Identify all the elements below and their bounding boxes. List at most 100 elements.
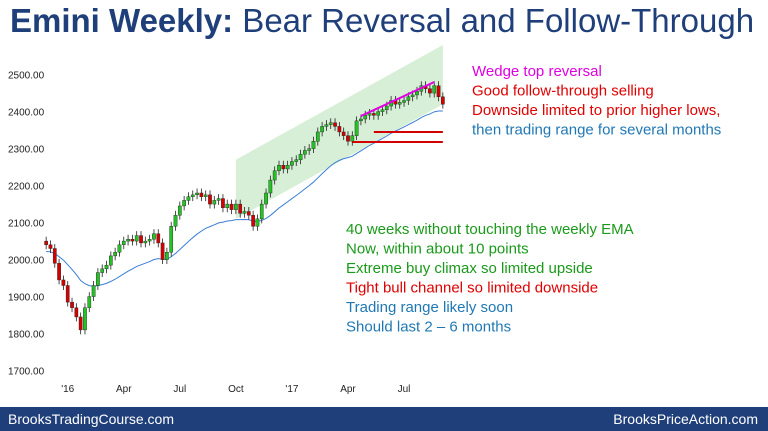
candle-body	[156, 233, 161, 244]
candle-body	[100, 268, 105, 273]
footer-left[interactable]: BrooksTradingCourse.com	[8, 411, 174, 427]
footer-bar: BrooksTradingCourse.com BrooksPriceActio…	[0, 407, 768, 431]
candle-body	[415, 91, 419, 96]
y-tick-label: 2500.00	[8, 71, 45, 82]
candle-body	[221, 198, 225, 209]
x-tick-label: Oct	[228, 384, 244, 395]
candle-body	[83, 307, 87, 331]
candle-body	[177, 205, 182, 216]
candle-body	[436, 85, 441, 97]
candle-body	[108, 255, 113, 266]
candle-body	[169, 226, 174, 253]
candle-body	[324, 124, 329, 127]
candle-body	[48, 244, 53, 249]
annotation-top: Wedge top reversal	[472, 63, 602, 80]
candle-body	[315, 131, 320, 142]
annotation-mid: Tight bull channel so limited downside	[346, 280, 598, 297]
candle-body	[173, 214, 178, 227]
x-tick-label: Apr	[116, 384, 132, 395]
slide-title: Emini Weekly: Bear Reversal and Follow-T…	[10, 2, 754, 40]
candle-body	[91, 285, 96, 297]
y-tick-label: 2300.00	[8, 145, 45, 156]
candlestick-chart: 2500.00 2400.00 2300.00 2200.00 2100.00 2000.…	[8, 45, 721, 395]
candle-body	[52, 248, 57, 264]
candle-body	[74, 307, 79, 318]
candle-body	[277, 165, 281, 171]
candle-body	[242, 211, 247, 214]
candle-body	[298, 153, 303, 160]
annotation-top: then trading range for several months	[472, 122, 721, 139]
candle-body	[121, 240, 126, 246]
candle-body	[139, 235, 143, 244]
candle-body	[363, 115, 368, 120]
candle-body	[410, 94, 415, 97]
candle-body	[341, 131, 346, 136]
candle-body	[397, 102, 402, 105]
candle-body	[238, 203, 243, 214]
candle-body	[354, 120, 359, 136]
candle-body	[225, 203, 230, 209]
candle-body	[320, 126, 324, 133]
candle-body	[441, 96, 445, 105]
candle-body	[428, 88, 432, 94]
candle-body	[264, 192, 268, 205]
candle-body	[195, 192, 199, 196]
wedge-line	[360, 81, 435, 117]
y-tick-label: 1800.00	[8, 330, 45, 341]
y-tick-label: 2400.00	[8, 108, 45, 119]
candle-body	[328, 122, 333, 125]
candle-body	[65, 285, 70, 303]
title-bold: Emini Weekly:	[10, 2, 234, 39]
candle-body	[337, 126, 342, 133]
candle-body	[402, 100, 406, 103]
annotation-top: Good follow-through selling	[472, 83, 654, 100]
candle-body	[203, 194, 208, 197]
candle-body	[285, 165, 290, 170]
candle-body	[384, 105, 389, 110]
candle-body	[104, 264, 109, 270]
x-tick-label: '16	[61, 384, 74, 395]
annotation-mid: Should last 2 – 6 months	[346, 319, 511, 336]
candle-body	[268, 179, 273, 194]
candle-body	[152, 233, 156, 240]
candle-body	[350, 135, 355, 142]
candle-body	[165, 251, 169, 260]
candle-body	[255, 218, 260, 227]
title-rest: Bear Reversal and Follow-Through	[233, 2, 755, 39]
y-tick-label: 1900.00	[8, 293, 45, 304]
candle-body	[406, 96, 411, 101]
y-tick-label: 2200.00	[8, 182, 45, 193]
candle-body	[272, 170, 277, 181]
candle-body	[117, 244, 122, 253]
y-tick-label: 2000.00	[8, 256, 45, 267]
x-tick-label: Apr	[340, 384, 356, 395]
footer-right[interactable]: BrooksPriceAction.com	[613, 411, 758, 427]
candle-body	[143, 240, 148, 244]
candle-body	[147, 239, 152, 242]
annotation-mid: 40 weeks without touching the weekly EMA	[346, 221, 634, 238]
annotation-mid: Now, within about 10 points	[346, 241, 529, 258]
candle-body	[311, 140, 316, 149]
candle-body	[290, 161, 294, 166]
y-tick-label: 1700.00	[8, 367, 45, 378]
x-tick-label: Jul	[398, 384, 411, 395]
candle-body	[307, 148, 312, 151]
candle-body	[380, 109, 385, 112]
candle-body	[259, 203, 264, 220]
candle-body	[212, 200, 217, 205]
candle-body	[432, 85, 437, 94]
candle-body	[208, 194, 212, 205]
x-tick-label: Jul	[173, 384, 186, 395]
candle-body	[199, 192, 204, 197]
candle-body	[113, 251, 117, 257]
candle-body	[246, 211, 251, 216]
candle-body	[190, 194, 195, 197]
candle-body	[294, 159, 299, 162]
candle-body	[160, 242, 165, 260]
candle-body	[96, 272, 100, 286]
x-tick-label: '17	[285, 384, 298, 395]
candle-body	[57, 263, 61, 281]
candle-body	[130, 239, 135, 242]
candle-body	[126, 239, 130, 242]
